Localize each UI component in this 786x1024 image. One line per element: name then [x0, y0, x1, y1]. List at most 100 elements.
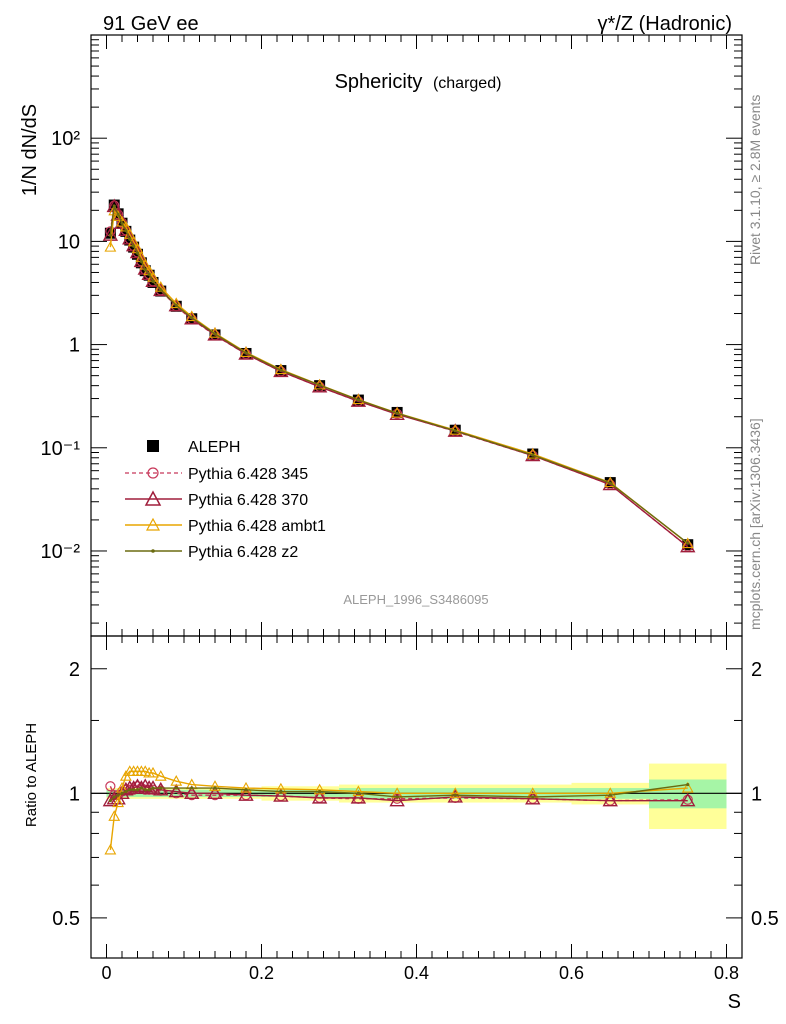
point-pythia-6-428-z2: [318, 383, 322, 387]
legend-ambt1-label: Pythia 6.428 ambt1: [188, 518, 326, 535]
ratio-point-pythia-6-428-ambt1: [604, 787, 617, 798]
x-tick-label: 0.2: [249, 963, 274, 983]
source-label: mcplots.cern.ch [arXiv:1306.3436]: [747, 418, 763, 630]
legend-ambt1-marker: [145, 517, 161, 531]
energy-label: 91 GeV ee: [103, 13, 199, 35]
point-pythia-6-428-z2: [120, 221, 124, 225]
ratio-point-pythia-6-428-ambt1: [240, 781, 252, 793]
upper-y-tick-label: 10: [58, 231, 80, 253]
point-pythia-6-428-z2: [174, 303, 178, 307]
ratio-point-pythia-6-428-z2: [395, 795, 399, 799]
ratio-point-pythia-6-428-z2: [135, 788, 140, 792]
ratio-point-pythia-6-428-370: [602, 792, 618, 807]
ratio-point-pythia-6-428-370: [125, 780, 142, 794]
plot-title: Sphericity (charged): [335, 71, 502, 93]
ratio-point-pythia-6-428-z2: [116, 793, 120, 797]
ratio-point-pythia-6-428-370: [389, 792, 405, 807]
point-pythia-6-428-z2: [108, 233, 112, 237]
ratio-point-pythia-6-428-z2: [112, 795, 116, 799]
ratio-point-pythia-6-428-z2: [279, 789, 283, 794]
legend-aleph-marker: [147, 440, 159, 452]
ratio-point-pythia-6-428-370: [273, 788, 289, 802]
ratio-y-tick-label-right: 0.5: [751, 908, 779, 930]
point-pythia-6-428-z2: [124, 229, 128, 233]
x-tick-label: 0.4: [404, 963, 429, 983]
point-pythia-6-428-z2: [190, 316, 194, 320]
rivet-label: Rivet 3.1.10, ≥ 2.8M events: [747, 95, 763, 265]
ratio-point-pythia-6-428-ambt1: [147, 766, 159, 778]
x-tick-label: 0: [101, 963, 111, 983]
ratio-point-pythia-6-428-ambt1: [104, 843, 117, 855]
ratio-point-pythia-6-428-370: [447, 789, 463, 803]
point-pythia-6-428-z2: [132, 244, 136, 248]
process-label: γ*/Z (Hadronic): [598, 13, 732, 35]
point-pythia-6-428-z2: [608, 481, 612, 485]
ratio-point-pythia-6-428-z2: [147, 788, 151, 792]
ratio-point-pythia-6-428-ambt1: [108, 810, 121, 821]
point-pythia-6-428-z2: [159, 288, 163, 292]
ratio-line-pythia-6-428-ambt1: [109, 770, 688, 850]
legend-aleph-label: ALEPH: [188, 439, 240, 456]
ratio-y-tick-label-right: 2: [751, 659, 762, 681]
point-pythia-6-428-z2: [395, 411, 399, 415]
ratio-point-pythia-6-428-z2: [143, 788, 147, 792]
point-pythia-6-428-z2: [116, 212, 120, 216]
title-main: Sphericity: [335, 71, 423, 93]
point-pythia-6-428-370: [129, 244, 146, 259]
ratio-point-pythia-6-428-z2: [159, 786, 163, 790]
point-pythia-6-428-ambt1: [116, 215, 128, 227]
title-sub: (charged): [433, 75, 501, 92]
legend-370-label: Pythia 6.428 370: [188, 492, 308, 509]
legend-z2-label: Pythia 6.428 z2: [188, 544, 298, 561]
ratio-point-pythia-6-428-z2: [120, 791, 124, 795]
point-pythia-6-428-ambt1: [526, 447, 539, 459]
ratio-point-pythia-6-428-370: [168, 783, 184, 798]
point-pythia-6-428-ambt1: [681, 537, 694, 549]
legend-345-label: Pythia 6.428 345: [188, 466, 308, 483]
xlabel: S: [728, 991, 741, 1013]
point-pythia-6-428-z2: [531, 453, 535, 457]
point-pythia-6-428-370: [102, 227, 119, 241]
point-pythia-6-428-z2: [147, 272, 151, 276]
ratio-point-pythia-6-428-370: [525, 790, 541, 805]
point-pythia-6-428-z2: [244, 351, 248, 355]
ratio-point-pythia-6-428-z2: [151, 786, 155, 790]
point-pythia-6-428-z2: [453, 429, 457, 433]
ratio-y-tick-label-left: 2: [69, 659, 80, 681]
ratio-point-pythia-6-428-370: [238, 787, 254, 801]
upper-y-tick-label: 1: [69, 335, 80, 357]
legend-370-marker: [144, 490, 162, 506]
ratio-point-pythia-6-428-z2: [132, 788, 136, 792]
ratio-point-pythia-6-428-z2: [356, 791, 360, 795]
ratio-point-pythia-6-428-ambt1: [449, 787, 462, 798]
point-pythia-6-428-z2: [151, 279, 155, 283]
upper-y-tick-label: 10²: [51, 128, 80, 150]
point-pythia-6-428-z2: [143, 268, 147, 272]
ratio-point-pythia-6-428-ambt1: [154, 770, 167, 781]
legend-345-marker: [147, 467, 159, 479]
ratio-point-pythia-6-428-ambt1: [681, 781, 694, 793]
ratio-point-pythia-6-428-370: [207, 785, 223, 800]
upper-ylabel: 1/N dN/dS: [19, 104, 41, 196]
point-pythia-6-428-z2: [356, 398, 360, 402]
ratio-point-pythia-6-428-ambt1: [313, 783, 326, 795]
ratio-point-pythia-6-428-z2: [453, 793, 457, 797]
ratio-point-pythia-6-428-z2: [190, 786, 194, 790]
ratio-point-pythia-6-428-z2: [213, 786, 217, 790]
ratio-point-pythia-6-428-370: [680, 792, 696, 807]
ratio-point-pythia-6-428-ambt1: [352, 785, 365, 797]
ratio-point-pythia-6-428-370: [145, 780, 161, 794]
ratio-point-pythia-6-428-ambt1: [112, 796, 125, 808]
ratio-point-pythia-6-428-z2: [139, 786, 143, 790]
ratio-y-tick-label-left: 1: [69, 783, 80, 805]
ratio-ylabel: Ratio to ALEPH: [23, 723, 40, 827]
ratio-point-pythia-6-428-z2: [128, 788, 132, 792]
legend: ALEPH Pythia 6.428 345 Pythia 6.428 370 …: [125, 439, 326, 561]
ratio-point-pythia-6-428-370: [133, 780, 150, 794]
ratio-point-pythia-6-428-ambt1: [170, 775, 183, 786]
point-pythia-6-428-z2: [279, 368, 283, 372]
ratio-point-pythia-6-428-370: [184, 785, 200, 800]
ratio-point-pythia-6-428-z2: [174, 786, 178, 790]
ratio-point-pythia-6-428-370: [350, 789, 367, 804]
